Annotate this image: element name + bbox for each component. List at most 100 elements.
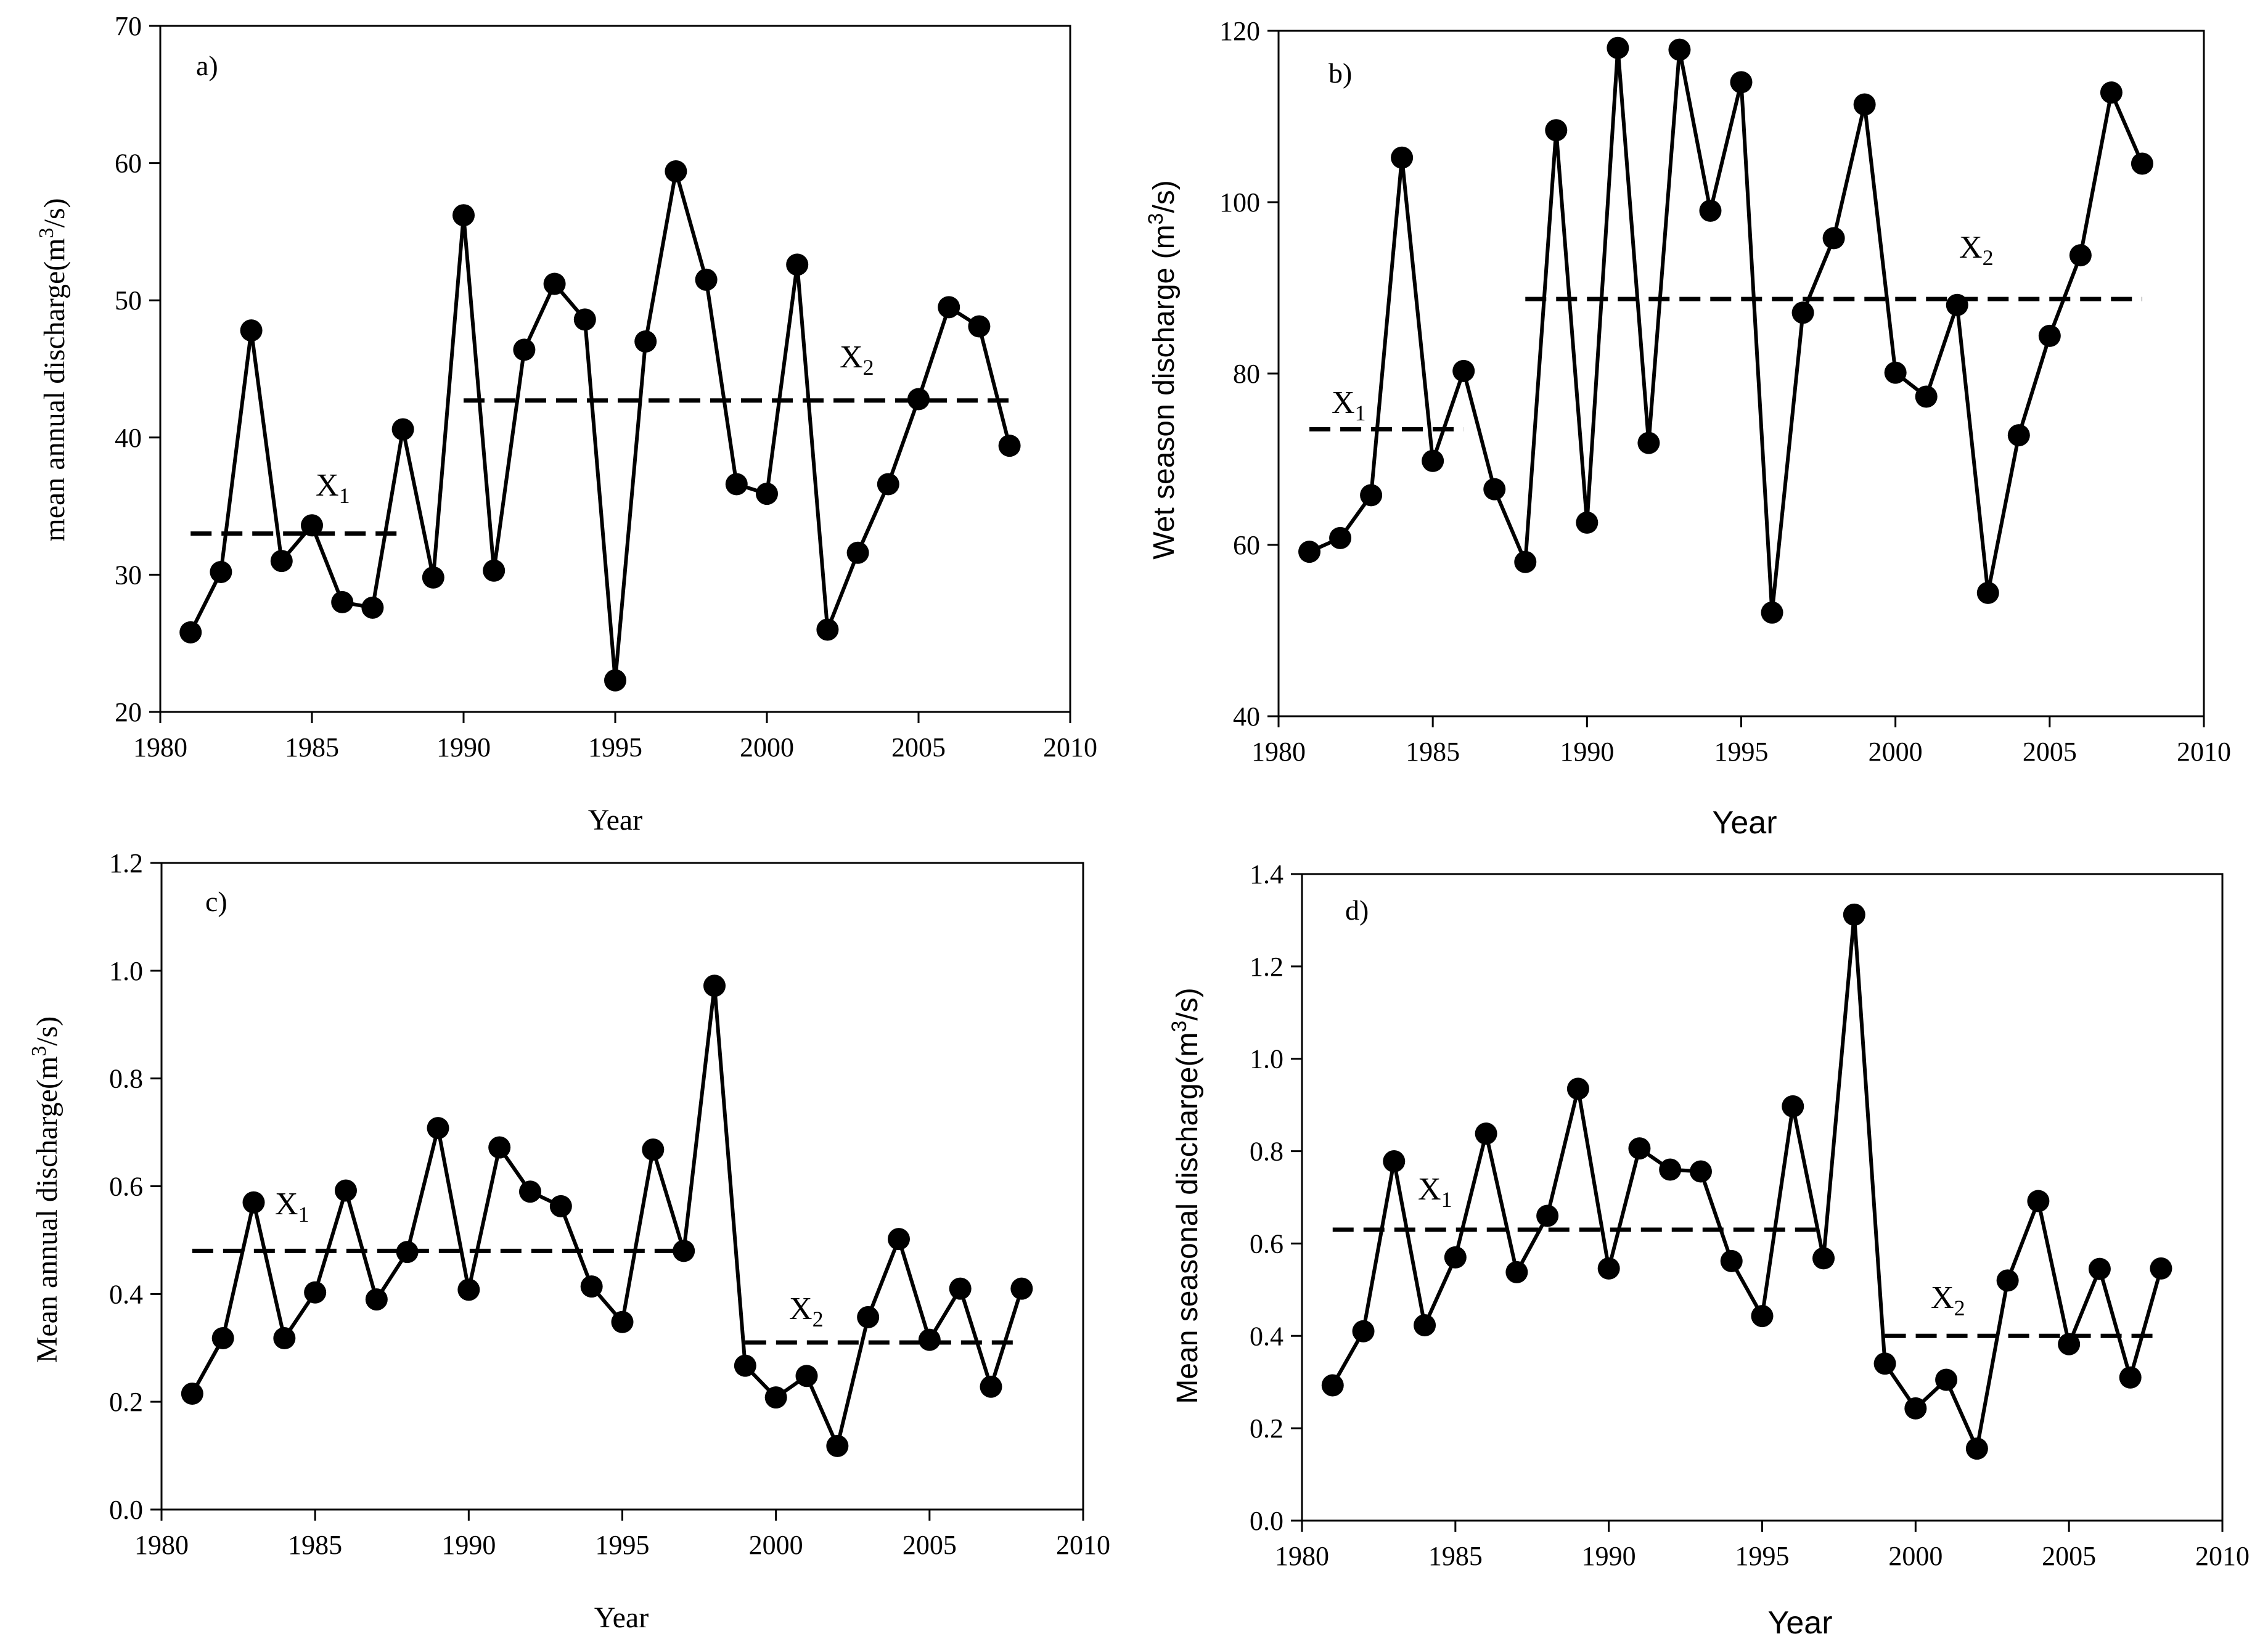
panel-a-data-point (634, 330, 657, 353)
panel-a-x1-label: X1 (316, 468, 350, 508)
panel-a-ylabel-sup: 3 (35, 227, 58, 238)
panel-b-data-point (1422, 449, 1444, 472)
panel-b-data-point (2131, 152, 2153, 175)
panel-c-data-point (304, 1281, 327, 1304)
panel-d-x1-main: X (1418, 1172, 1441, 1207)
panel-d-data-point (1904, 1397, 1927, 1420)
panel-c-data-point (857, 1306, 880, 1328)
panel-c-data-point (1010, 1277, 1033, 1300)
panel-c-data-point (980, 1375, 1002, 1398)
panel-d-series-line (1331, 912, 2163, 1451)
panel-b-data-point (1730, 71, 1753, 94)
panel-d-data-point (1689, 1160, 1712, 1183)
panel-d-data-point (1873, 1352, 1896, 1375)
panel-a-data-point (240, 319, 263, 342)
panel-a-ytick-label: 60 (115, 149, 142, 179)
panel-c-plot: 1980 1985 1990 1995 2000 2005 2010 0.0 0.2 0.4 0.6… (109, 848, 1110, 1560)
panel-a-ytick-label: 30 (115, 560, 142, 590)
panel-a-data-point (907, 388, 930, 411)
panel-b-xtick-label: 1990 (1560, 737, 1614, 767)
panel-a-data-point (483, 559, 506, 582)
panel-a-data-point (786, 253, 809, 276)
panel-a-x2-sub: 2 (863, 355, 874, 380)
panel-b-data-point (1298, 541, 1321, 563)
panel-d-data-point (1628, 1137, 1651, 1160)
panel-d-data-point (2058, 1333, 2081, 1355)
panel-d-data-point (1383, 1150, 1406, 1173)
panel-d-ytick-label: 0.6 (1250, 1228, 1283, 1259)
panel-d-xtick-label: 2010 (2195, 1541, 2250, 1571)
panel-d-xtick-label: 2000 (1888, 1541, 1943, 1571)
panel-a-series-line (189, 170, 1012, 682)
panel-b-data-point (1946, 293, 1968, 316)
panel-a-data-point (391, 418, 414, 441)
panel-c-x1-label: X1 (275, 1187, 309, 1227)
panel-d-xlabel: Year (1767, 1605, 1832, 1641)
panel-c-data-point (181, 1383, 203, 1405)
panel-d-xtick-label: 1990 (1582, 1541, 1636, 1571)
panel-d-x2-sub: 2 (1954, 1296, 1965, 1320)
panel-c-ytick-label: 0.2 (109, 1387, 143, 1417)
panel-b-x1-main: X (1332, 385, 1355, 420)
panel-c-data-point (826, 1434, 849, 1457)
panel-a-xtick-label: 1995 (588, 732, 642, 762)
panel-a: 1980 1985 1990 1995 2000 2005 2010 20 30 40 50 60 70… (35, 11, 1097, 836)
panel-c-data-point (580, 1275, 603, 1298)
panel-b-x1-label: X1 (1332, 385, 1366, 425)
panel-b-xlabel: Year (1712, 805, 1777, 841)
panel-d-data-point (1536, 1204, 1559, 1227)
panel-a-xlabel: Year (588, 804, 642, 836)
panel-d-ytick-label: 1.4 (1250, 859, 1283, 889)
panel-d-ytick-label: 0.8 (1250, 1137, 1283, 1167)
panel-c-data-point (795, 1365, 818, 1387)
panel-a-xtick-label: 2000 (740, 732, 794, 762)
panel-b-ytick-label: 40 (1233, 701, 1260, 732)
panel-a-data-point (938, 296, 960, 319)
panel-b-data-point (1452, 359, 1475, 382)
panel-b-xtick-label: 1980 (1251, 737, 1306, 767)
panel-c-data-point (642, 1138, 665, 1161)
panel-a-data-point (301, 514, 323, 537)
panel-b-data-point (1853, 93, 1876, 116)
panel-b: 1980 1985 1990 1995 2000 2005 2010 40 60 80 100 120… (1144, 16, 2231, 841)
panel-b-data-point (1576, 511, 1599, 534)
panel-c-xtick-label: 1985 (288, 1530, 342, 1560)
panel-a-data-point (877, 473, 899, 496)
panel-a-ylabel: mean annual discharge(m3/s) (35, 198, 71, 541)
panel-a-data-point (665, 160, 687, 182)
panel-d-ytick-label: 0.0 (1250, 1506, 1283, 1536)
panel-a-data-point (756, 483, 778, 505)
panel-c-xtick-label: 1980 (134, 1530, 189, 1560)
panel-b-xtick-label: 1985 (1406, 737, 1460, 767)
panel-a-xtick-label: 2010 (1043, 732, 1097, 762)
panel-b-data-point (1791, 301, 1814, 324)
panel-d-data-point (1321, 1374, 1344, 1397)
panel-d-data-point (1751, 1305, 1774, 1328)
panel-a-x1-sub: 1 (339, 483, 350, 508)
panel-a-data-point (452, 204, 475, 227)
panel-b-data-point (2069, 244, 2092, 267)
panel-b-ylabel-end: /s) (1148, 180, 1181, 213)
panel-b-xtick-label: 2005 (2023, 737, 2077, 767)
panel-a-data-point (695, 268, 718, 291)
panel-d-data-point (1597, 1257, 1620, 1280)
panel-d-data-point (2119, 1366, 2142, 1389)
panel-c-data-point (918, 1328, 941, 1351)
panel-a-xtick-label: 1985 (285, 732, 339, 762)
panel-d-data-point (1720, 1249, 1743, 1272)
panel-c: 1980 1985 1990 1995 2000 2005 2010 0.0 0.2 0.4 0.6… (28, 848, 1110, 1634)
panel-d-data-point (2088, 1257, 2111, 1280)
panel-a-data-point (573, 308, 596, 331)
panel-b-data-point (1699, 199, 1722, 222)
panel-a-xtick-label: 1980 (133, 732, 187, 762)
panel-c-data-point (764, 1386, 787, 1409)
panel-c-data-point (519, 1180, 541, 1203)
panel-c-data-point (703, 975, 726, 997)
panel-c-x2-main: X (789, 1291, 813, 1326)
panel-d-ytick-label: 1.0 (1250, 1044, 1283, 1074)
panel-a-x2-main: X (840, 340, 863, 375)
panel-d-data-point (1843, 903, 1865, 926)
panel-c-frame (160, 862, 1084, 1511)
panel-d-ylabel: Mean seasonal discharge(m3/s) (1168, 987, 1204, 1404)
panel-c-ytick-label: 1.0 (109, 956, 143, 986)
